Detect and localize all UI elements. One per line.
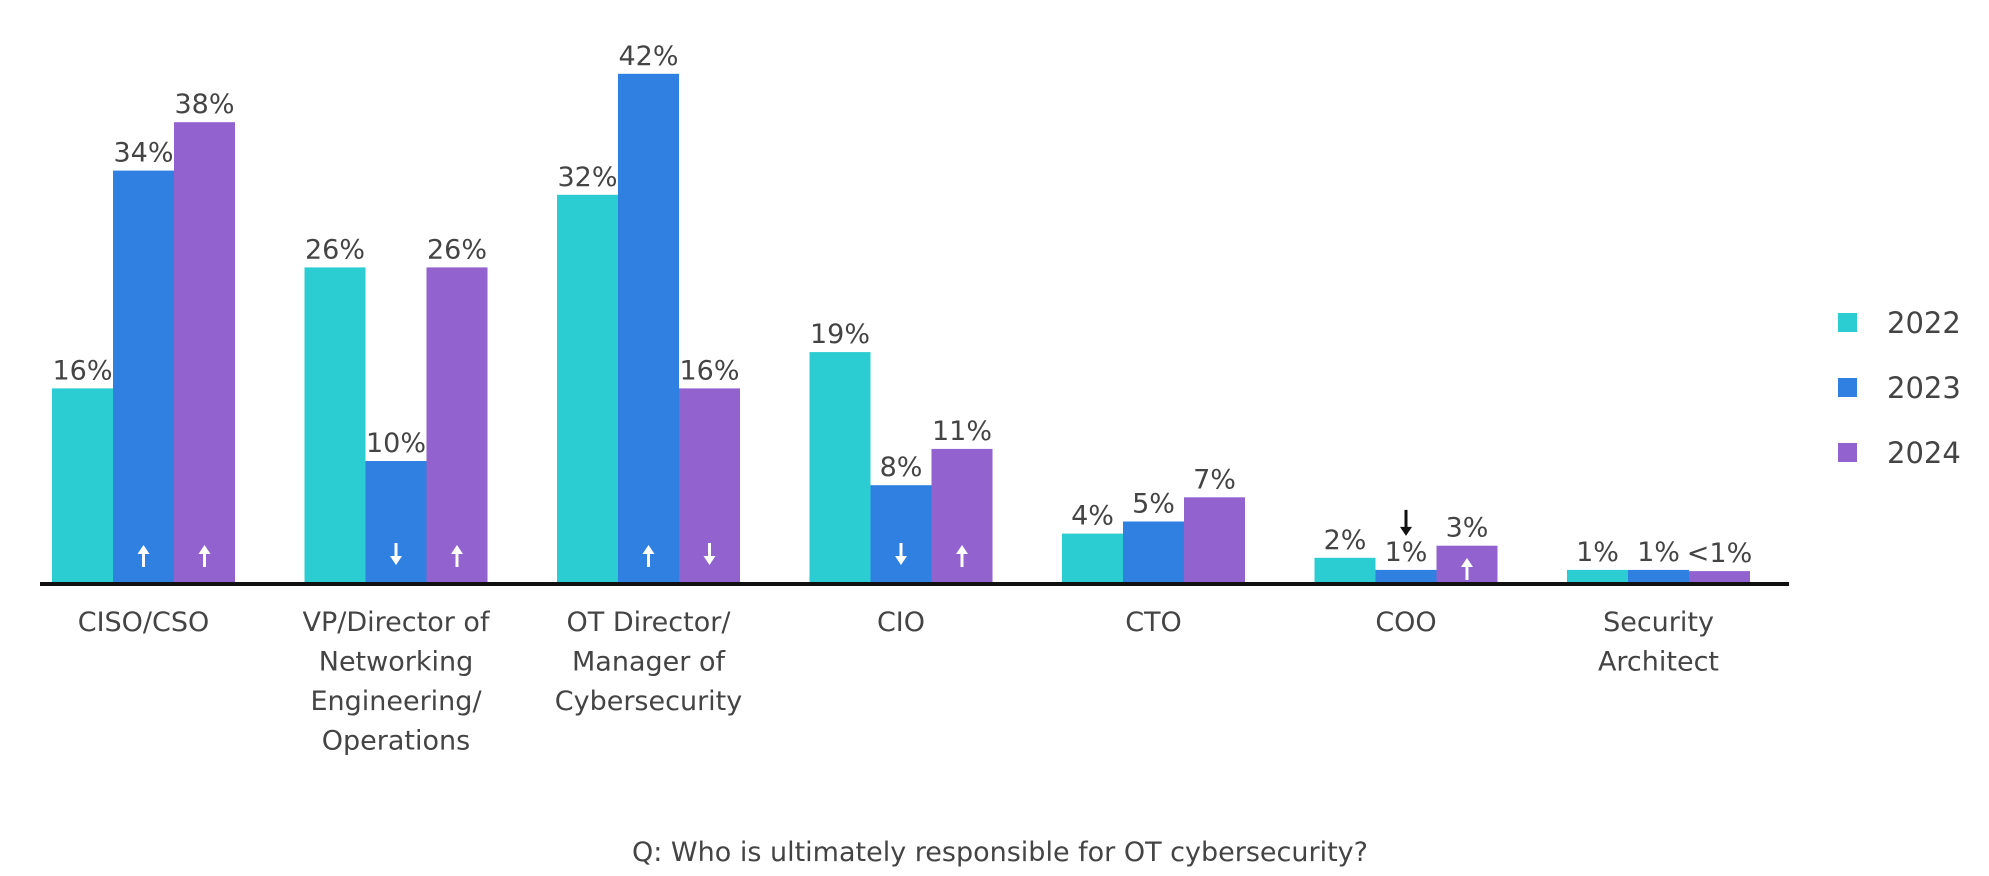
- value-label-2023-cat-6: 1%: [1637, 537, 1680, 568]
- category-label-1-line-0: VP/Director of: [303, 607, 491, 638]
- bar-2022-cat-2: [557, 194, 618, 583]
- bar-2022-cat-5: [1314, 557, 1376, 582]
- bar-2023-cat-2: [618, 73, 679, 583]
- trend-down-arrow-icon: [703, 543, 716, 565]
- trend-up-arrow-icon: [198, 545, 211, 567]
- value-label-2024-cat-3: 11%: [932, 416, 992, 447]
- bar-2023-cat-4: [1123, 521, 1184, 582]
- category-label-5-line-0: COO: [1375, 607, 1436, 638]
- trend-up-arrow-icon: [451, 545, 463, 567]
- value-label-2022-cat-4: 4%: [1071, 501, 1114, 532]
- trend-up-arrow-icon: [956, 545, 968, 567]
- value-label-2022-cat-6: 1%: [1576, 537, 1619, 568]
- bar-2024-cat-1: [426, 267, 488, 582]
- legend-swatch-2022: [1838, 313, 1857, 332]
- category-label-1-line-3: Operations: [322, 726, 470, 757]
- trend-up-arrow-icon: [1461, 558, 1473, 580]
- value-label-2022-cat-1: 26%: [305, 234, 365, 265]
- category-label-4-line-0: CTO: [1125, 607, 1182, 638]
- trend-up-arrow-icon: [137, 545, 150, 567]
- value-label-2022-cat-0: 16%: [52, 355, 112, 386]
- category-label-2-line-1: Manager of: [572, 647, 726, 678]
- trend-down-arrow-icon: [895, 543, 907, 565]
- trend-down-arrow-icon: [1400, 509, 1412, 536]
- bar-2022-cat-6: [1567, 569, 1628, 582]
- bar-2022-cat-3: [809, 352, 871, 582]
- bar-2023-cat-5: [1375, 569, 1437, 582]
- legend-label-2024: 2024: [1887, 436, 1961, 470]
- value-label-2024-cat-1: 26%: [427, 234, 487, 265]
- category-labels-group: CISO/CSO VP/Director of Networking Engineer…: [78, 607, 1719, 757]
- trend-down-arrow-icon: [390, 543, 402, 565]
- category-label-0-line-0: CISO/CSO: [78, 607, 210, 638]
- bar-2023-cat-0: [113, 170, 174, 582]
- legend-swatch-2024: [1838, 443, 1857, 462]
- bars-group: [52, 73, 1750, 583]
- category-label-1-line-2: Engineering/: [310, 686, 482, 717]
- value-label-2023-cat-2: 42%: [618, 41, 678, 72]
- legend-label-2023: 2023: [1887, 371, 1961, 405]
- category-label-1-line-1: Networking: [319, 647, 474, 678]
- value-label-2024-cat-2: 16%: [679, 355, 739, 386]
- value-label-2024-cat-5: 3%: [1446, 513, 1489, 544]
- value-label-2022-cat-3: 19%: [810, 319, 870, 350]
- trend-up-arrow-icon: [642, 545, 655, 567]
- value-label-2022-cat-5: 2%: [1324, 525, 1367, 556]
- bar-2024-cat-4: [1184, 497, 1245, 582]
- category-label-2-line-2: Cybersecurity: [555, 686, 743, 717]
- category-label-3-line-0: CIO: [877, 607, 925, 638]
- value-label-2024-cat-4: 7%: [1193, 464, 1236, 495]
- value-label-2023-cat-1: 10%: [366, 428, 426, 459]
- chart-caption: Q: Who is ultimately responsible for OT …: [632, 837, 1368, 868]
- value-label-2023-cat-3: 8%: [880, 452, 923, 483]
- value-label-2023-cat-4: 5%: [1132, 489, 1175, 520]
- legend-swatch-2023: [1838, 378, 1857, 397]
- bar-2024-cat-6: [1689, 571, 1750, 582]
- category-label-6-line-1: Architect: [1598, 647, 1719, 678]
- value-labels-group: 16% 34%38% 26% 10% 26% 32% 42% 16% 19% 8% 11% 4% 5% 7…: [52, 41, 1752, 569]
- bar-2023-cat-3: [870, 485, 932, 582]
- bar-2024-cat-0: [174, 122, 235, 582]
- legend: 2022 2023 2024: [1838, 306, 1961, 470]
- bar-2023-cat-6: [1628, 569, 1689, 582]
- value-label-2023-cat-0: 34%: [113, 138, 173, 169]
- category-label-6-line-0: Security: [1603, 607, 1714, 638]
- value-label-2024-cat-0: 38%: [174, 89, 234, 120]
- trend-arrows-group: [137, 509, 1473, 580]
- value-label-2022-cat-2: 32%: [557, 162, 617, 193]
- value-label-2024-cat-6: <1%: [1687, 538, 1752, 569]
- legend-label-2022: 2022: [1887, 306, 1961, 340]
- bar-2022-cat-0: [52, 388, 113, 582]
- value-label-2023-cat-5: 1%: [1385, 537, 1428, 568]
- bar-2022-cat-4: [1062, 533, 1123, 582]
- category-label-2-line-0: OT Director/: [567, 607, 732, 638]
- bar-2022-cat-1: [304, 267, 366, 582]
